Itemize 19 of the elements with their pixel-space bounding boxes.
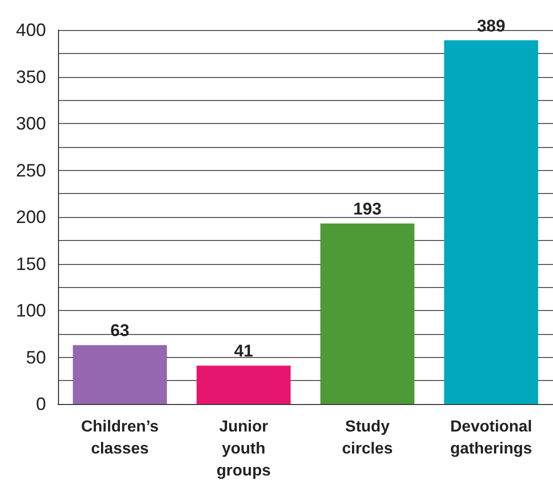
bar [196, 366, 291, 404]
y-tick-label: 100 [16, 300, 46, 320]
y-tick-label: 350 [16, 66, 46, 87]
y-tick-label: 300 [16, 114, 46, 134]
data-label: 193 [353, 200, 382, 219]
y-tick-label: 50 [26, 347, 46, 368]
y-tick-label: 400 [16, 20, 46, 40]
x-tick-label: Children’s classes [81, 418, 159, 458]
y-tick-label: 150 [16, 254, 46, 274]
y-tick-label: 250 [16, 160, 46, 180]
bar [444, 40, 538, 404]
data-label: 41 [234, 342, 254, 361]
x-tick-label: Devotional gatherings [450, 418, 532, 458]
y-tick-label: 200 [16, 207, 46, 227]
y-tick-label: 0 [36, 394, 46, 414]
x-tick-label: Study circles [342, 418, 393, 458]
bar [72, 345, 167, 404]
bar [320, 224, 414, 404]
x-tick-label: Junior youth groups [216, 418, 271, 480]
